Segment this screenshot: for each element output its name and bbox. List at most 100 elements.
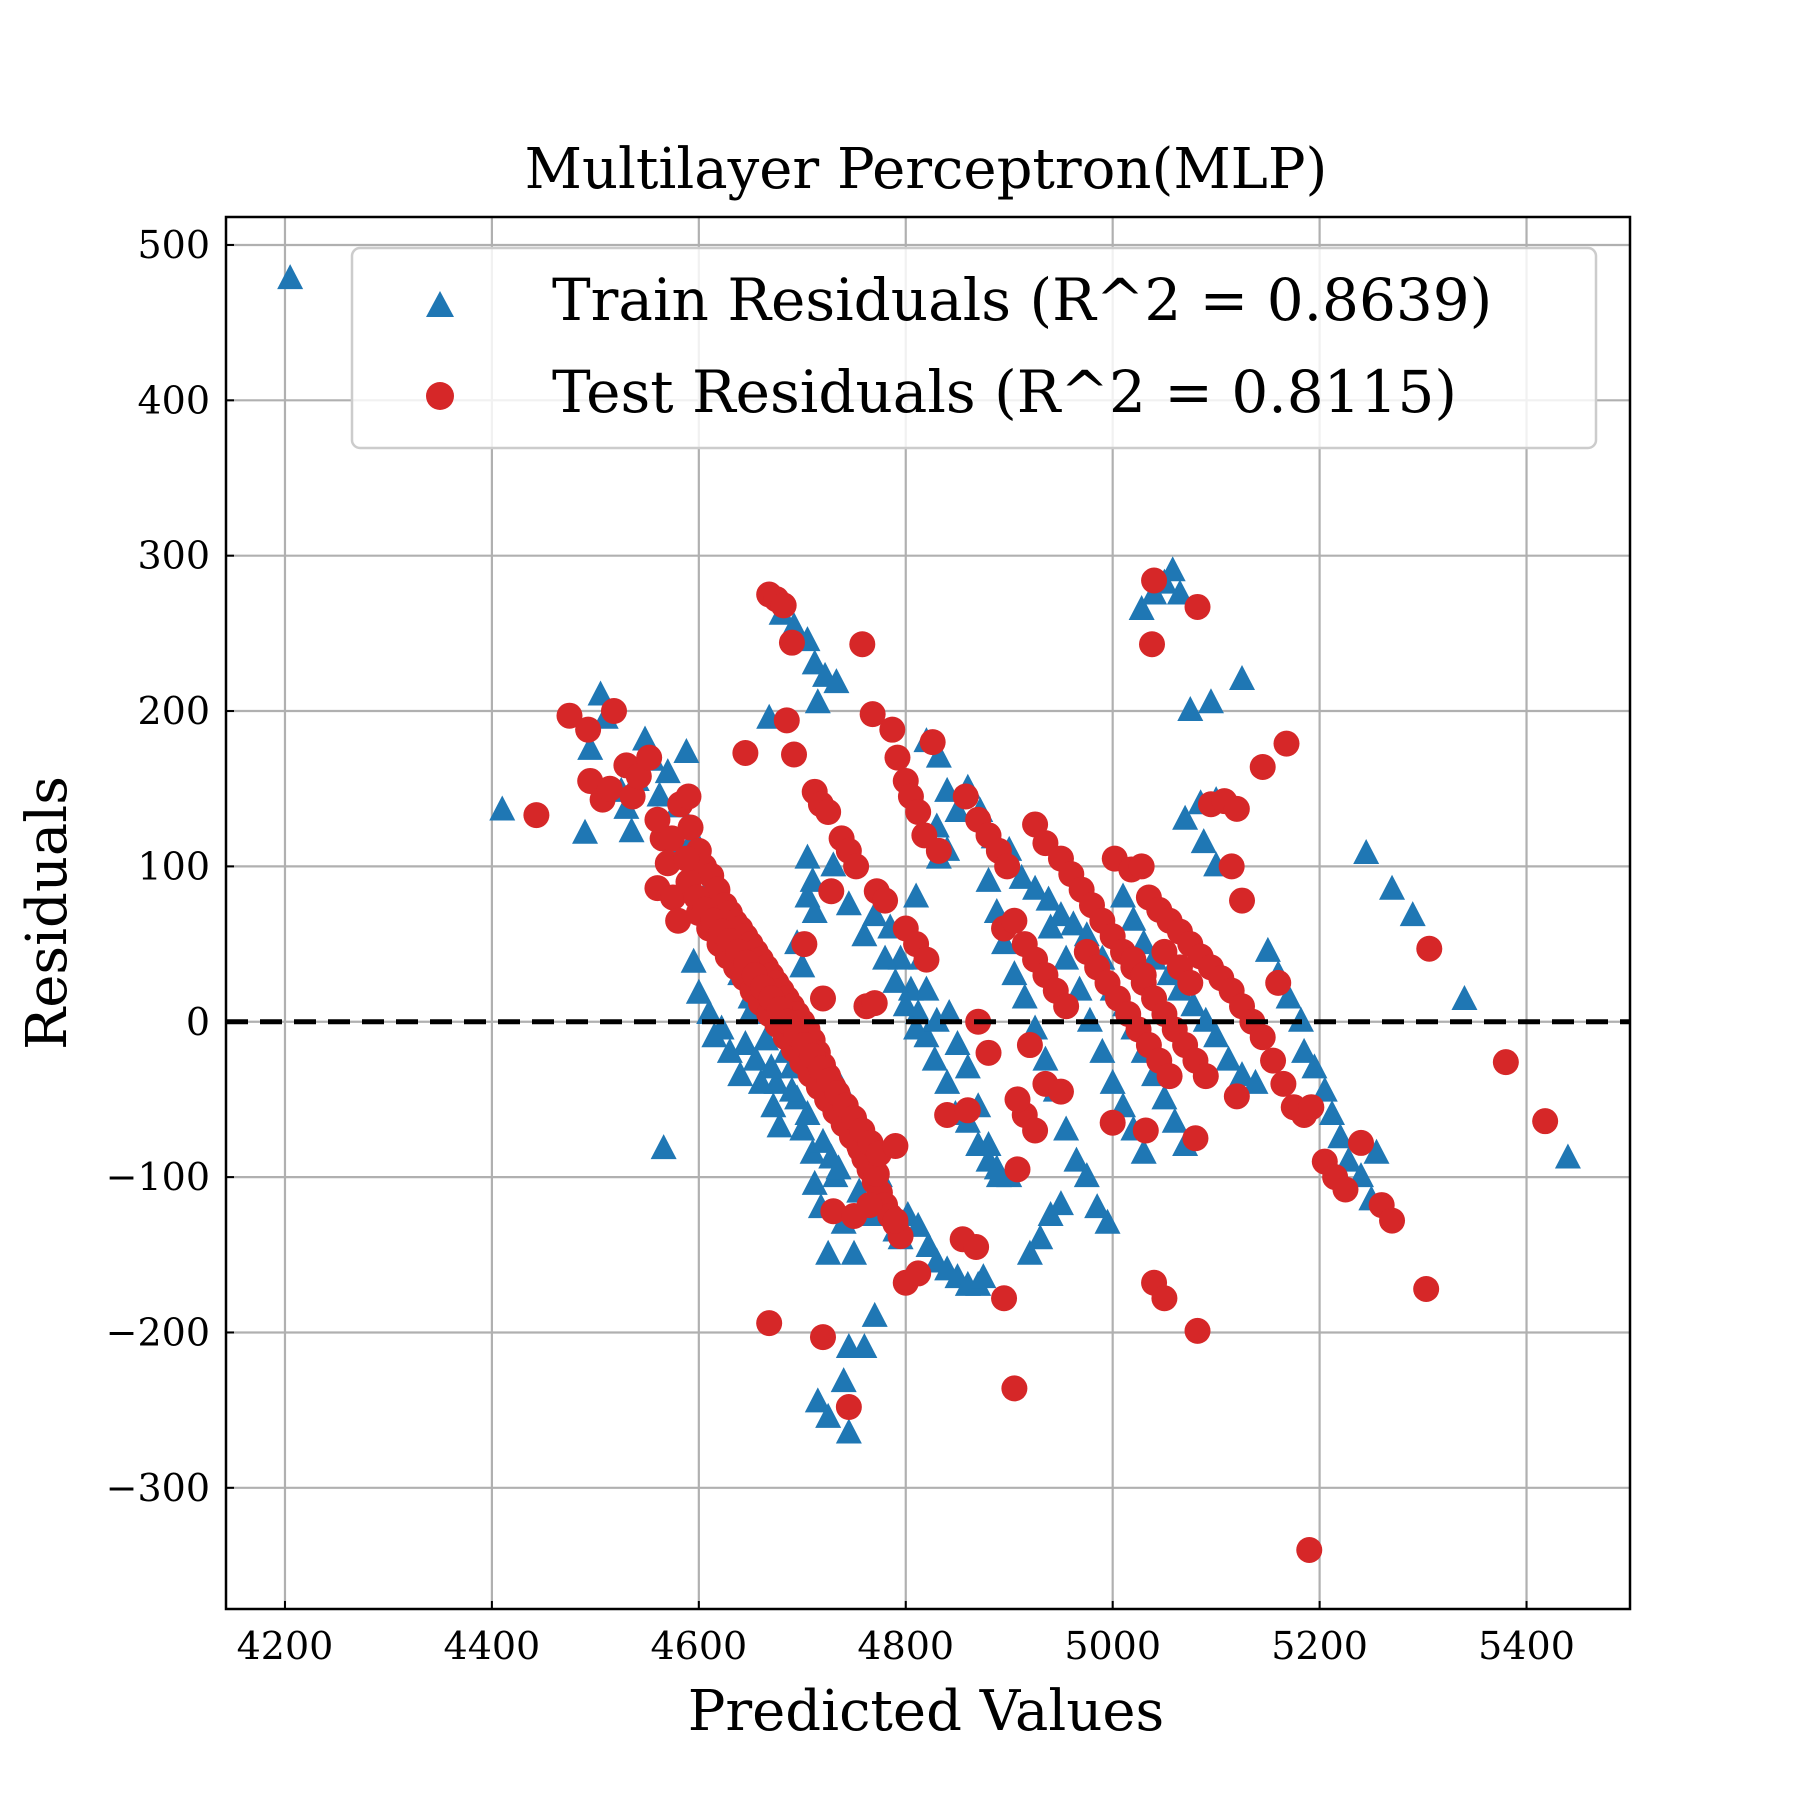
train-residual-point [815,1402,842,1428]
train-residual-point [1353,838,1380,864]
train-residual-point [1335,1146,1362,1172]
train-residual-point [954,1053,981,1079]
test-residual-point [882,1133,909,1160]
train-residual-point [1291,1037,1318,1063]
test-residual-point [1249,753,1276,780]
train-residual-point [1451,985,1478,1010]
train-residual-point [1063,1146,1090,1172]
train-residual-point [892,991,919,1017]
train-residual-point [1242,1068,1269,1094]
test-residual-point [975,1039,1002,1066]
train-residual-point [1099,1068,1126,1094]
test-residual-point [919,729,946,756]
x-tick-label: 4600 [650,1624,747,1668]
test-residual-point [596,775,623,802]
test-residual-point [835,1394,862,1421]
test-residual-point [1192,1063,1219,1090]
test-residual-point [1132,1117,1159,1144]
test-residual-point [1016,1032,1043,1059]
train-residual-point [1166,579,1193,605]
test-residual-point [1260,1047,1287,1074]
train-residual-point [1128,595,1155,621]
train-residual-point [1073,1162,1100,1188]
train-residual-point [1089,1037,1116,1063]
test-residual-point [1296,1536,1323,1563]
train-residual-point [925,742,952,768]
x-axis-label: Predicted Values [688,1679,1165,1744]
test-residual-point [994,853,1021,880]
test-residual-point [523,802,550,829]
train-residual-point [572,818,599,844]
train-residual-point [794,843,821,869]
train-residual-point [934,1068,961,1094]
train-residual-point [830,1367,857,1393]
y-tick-label: −200 [106,1310,210,1354]
train-residual-point [1229,664,1256,690]
train-residual-point [970,1263,997,1289]
train-residual-point [913,975,940,1001]
train-residual-point [835,1333,862,1358]
test-residual-point [861,990,888,1017]
test-residual-point [1270,1070,1297,1097]
x-tick-label: 5000 [1064,1624,1161,1668]
y-tick-label: −300 [106,1466,210,1510]
legend-train-label: Train Residuals (R^2 = 0.8639) [552,266,1492,334]
test-residual-point [773,707,800,734]
test-residual-point [856,1192,883,1219]
test-residual-point [1004,1156,1031,1183]
train-residual-point [766,1112,793,1138]
train-residual-point [1301,1053,1328,1079]
train-residual-point [1275,983,1302,1009]
train-residual-point [1022,874,1049,900]
test-residual-point [905,1260,932,1287]
train-residual-point [944,1030,971,1056]
test-residual-point [1184,1317,1211,1344]
test-residual-point [879,716,906,743]
test-residual-point [809,1324,836,1351]
train-residual-point [1008,863,1035,889]
train-residual-point [1554,1143,1581,1169]
train-residual-point [778,1076,805,1102]
train-residual-point [1311,1076,1338,1102]
y-axis-label: Residuals [15,776,80,1050]
test-residual-point [925,837,952,864]
train-residual-point [1094,1208,1121,1234]
train-residual-point [727,1061,754,1087]
train-residual-point [1319,1099,1346,1125]
train-residual-point [801,898,828,923]
train-residual-point [654,758,681,784]
train-residual-point [975,866,1002,892]
train-residual-point [1177,696,1204,722]
test-residual-point [913,946,940,973]
train-residual-point [809,1127,836,1153]
train-residual-point [794,1099,821,1125]
test-residual-point [1184,593,1211,620]
y-tick-label: 100 [137,844,210,888]
train-residual-point [1027,1224,1054,1250]
test-residual-point [884,744,911,771]
test-residual-point [1379,1207,1406,1234]
test-residual-point [619,783,646,810]
train-residual-point [1172,804,1199,830]
test-residual-point [1223,1083,1250,1110]
legend: Train Residuals (R^2 = 0.8639) Test Resi… [350,246,1598,450]
train-residual-point [1363,1138,1390,1164]
train-residual-point [632,725,659,751]
train-residual-point [1192,1006,1219,1032]
test-residual-point [991,1285,1018,1312]
train-residual-point [903,882,930,908]
test-residual-point [1332,1176,1359,1203]
test-residual-point [1099,1109,1126,1136]
train-residual-point [489,795,516,821]
y-tick-label: 500 [137,223,210,267]
test-residual-point [1298,1094,1325,1121]
test-residual-point [1156,1063,1183,1090]
train-residual-point [1130,1138,1157,1164]
train-residual-point [1032,1045,1059,1071]
train-residual-point [1011,983,1038,1009]
test-residual-point [1218,853,1245,880]
train-residual-point [851,921,878,947]
x-tick-label: 4400 [444,1624,541,1668]
train-residual-point [1229,1061,1256,1087]
train-residual-point [815,1239,842,1265]
